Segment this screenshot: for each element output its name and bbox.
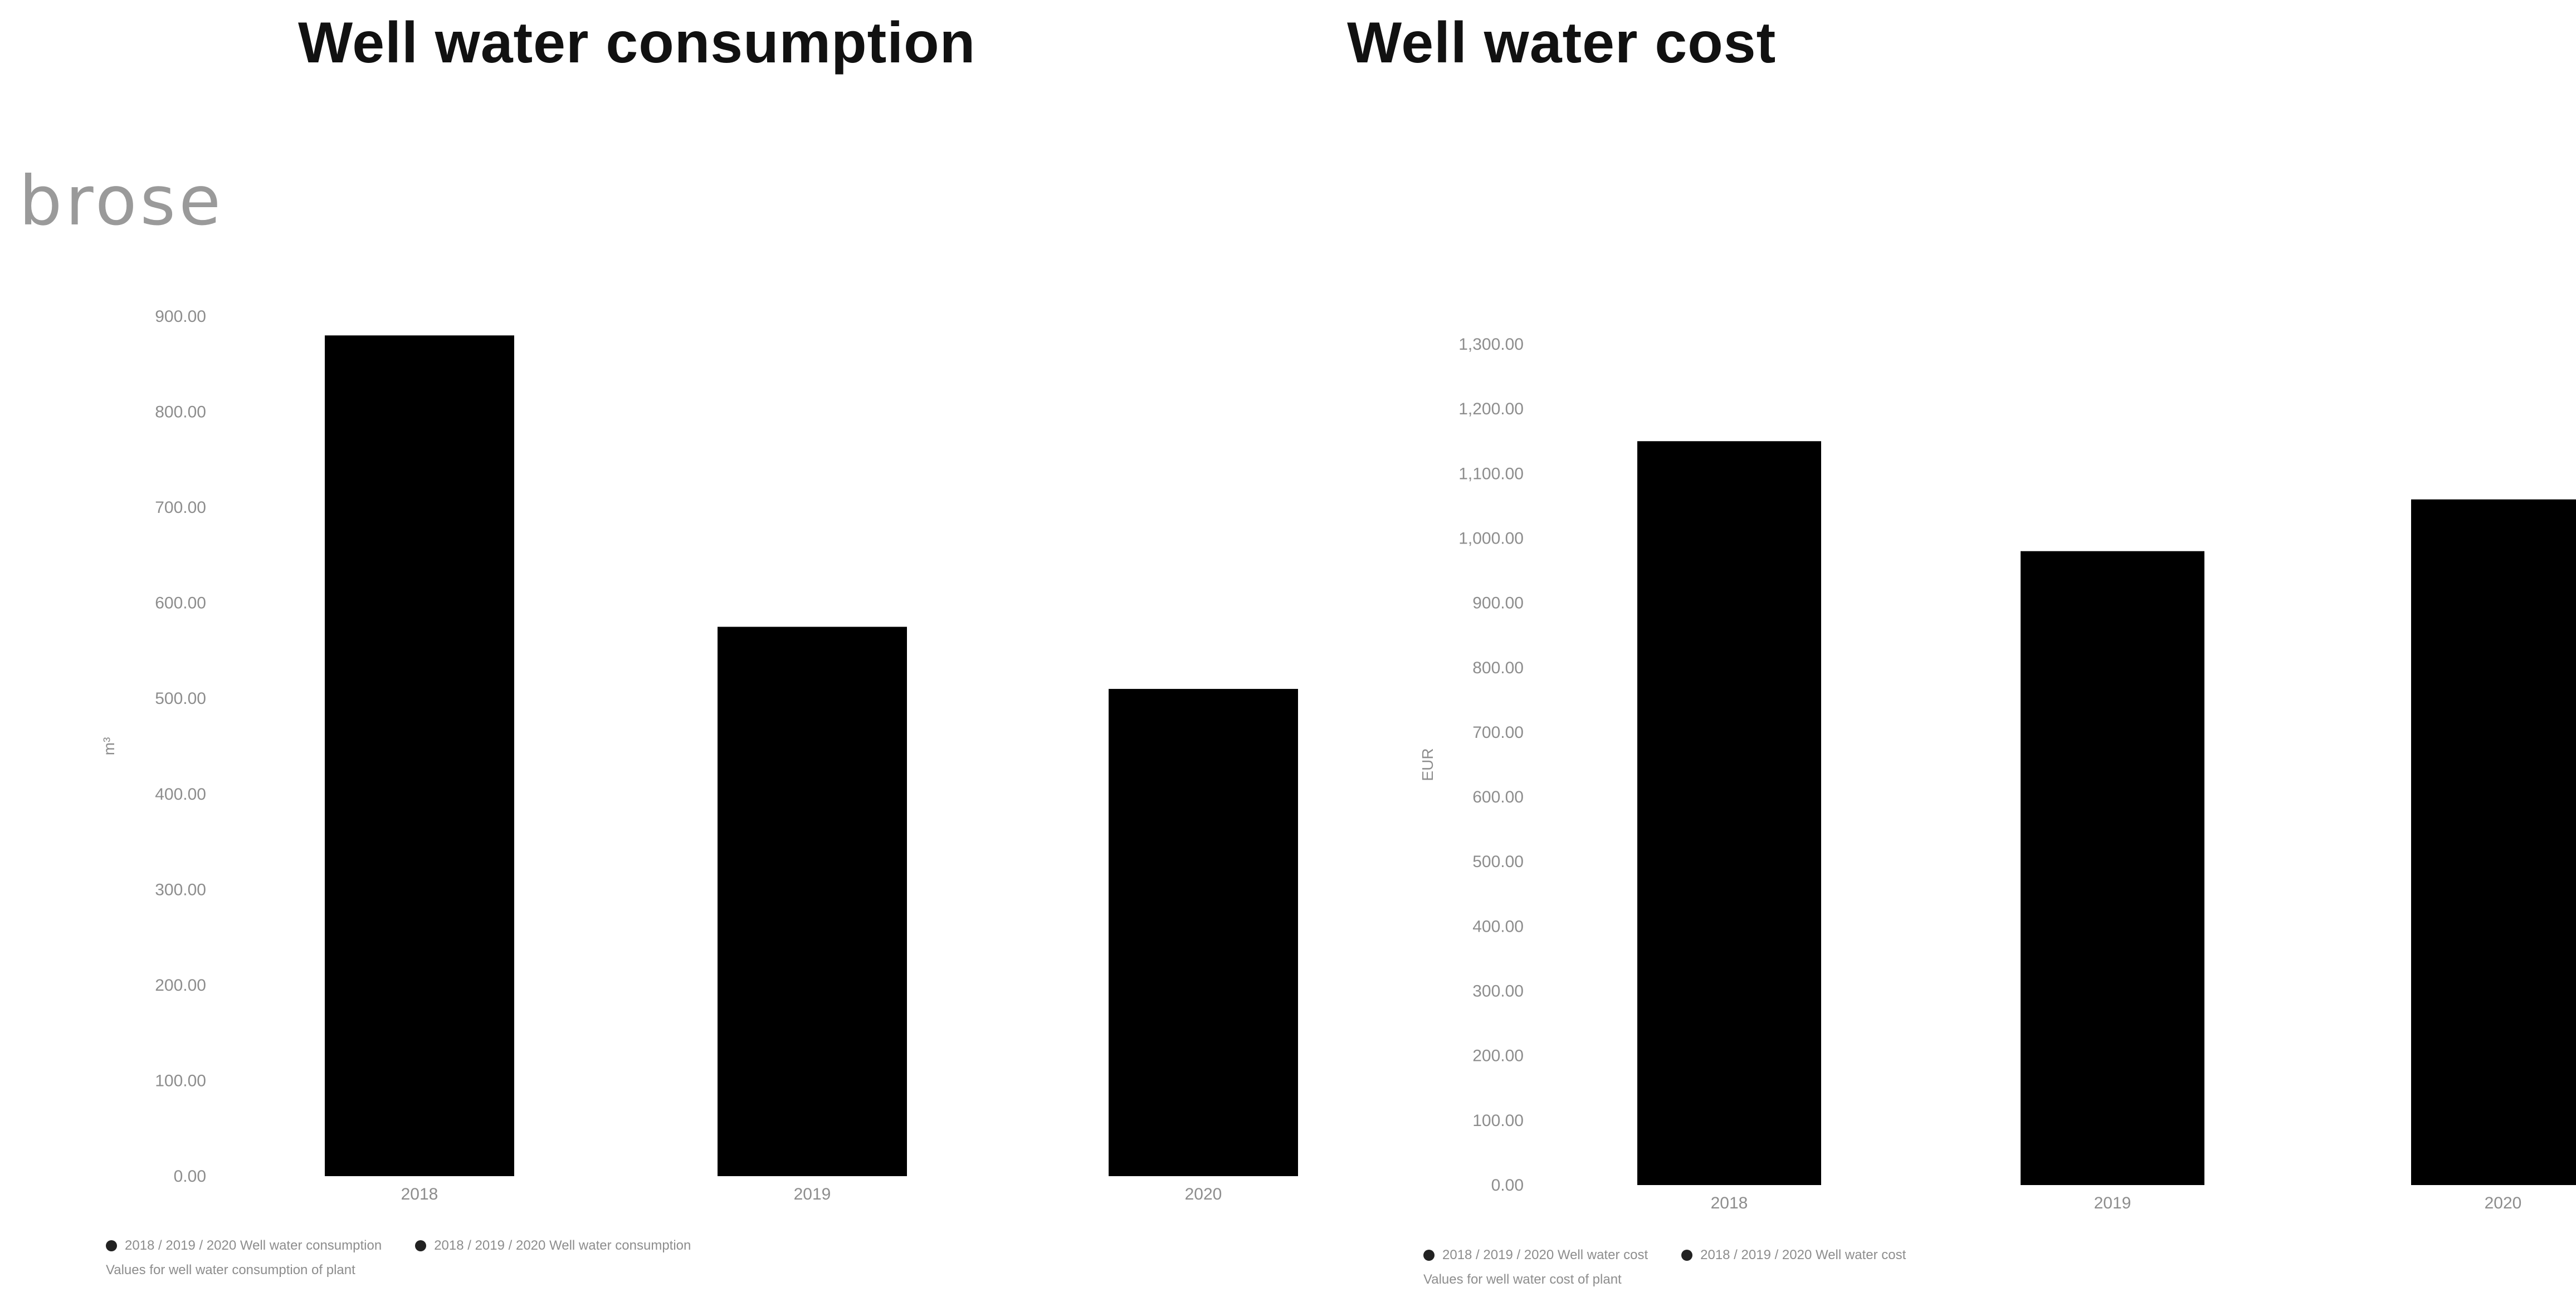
legend-item: 2018 / 2019 / 2020 Well water consumptio… — [106, 1234, 382, 1258]
y-axis-label: m³ — [100, 737, 118, 756]
y-tick-label: 300.00 — [1472, 982, 1524, 1001]
x-tick-label: 2019 — [794, 1185, 831, 1203]
y-tick-label: 1,200.00 — [1458, 400, 1524, 418]
legend-label: 2018 / 2019 / 2020 Well water consumptio… — [434, 1238, 691, 1253]
y-tick-label: 300.00 — [155, 880, 206, 899]
legend-dot-icon — [415, 1240, 427, 1251]
legend-row: 2018 / 2019 / 2020 Well water cost 2018 … — [1423, 1243, 1939, 1267]
x-tick-label: 2019 — [2094, 1194, 2131, 1212]
y-tick-label: 900.00 — [155, 307, 206, 326]
legend-dot-icon — [1681, 1250, 1693, 1261]
bar-2018 — [325, 335, 514, 1177]
legend-label: 2018 / 2019 / 2020 Well water cost — [1700, 1247, 1906, 1262]
y-tick-label: 600.00 — [155, 594, 206, 613]
legend-label: 2018 / 2019 / 2020 Well water cost — [1442, 1247, 1648, 1262]
x-tick-label: 2018 — [401, 1185, 438, 1203]
legend-row: 2018 / 2019 / 2020 Well water consumptio… — [106, 1234, 724, 1258]
consumption-bar-chart: 0.00 100.00 200.00 300.00 400.00 500.00 600.00… — [100, 307, 1298, 1203]
legend-item: 2018 / 2019 / 2020 Well water cost — [1423, 1243, 1648, 1267]
y-axis-label: EUR — [1419, 748, 1436, 781]
y-tick-label: 100.00 — [1472, 1112, 1524, 1130]
y-tick-label: 800.00 — [155, 403, 206, 422]
x-tick-label: 2020 — [2485, 1194, 2522, 1212]
legend-label: 2018 / 2019 / 2020 Well water consumptio… — [125, 1238, 382, 1253]
y-tick-label: 500.00 — [1472, 853, 1524, 871]
y-tick-label: 400.00 — [1472, 917, 1524, 936]
legend-continuation: Values for well water consumption of pla… — [106, 1262, 355, 1278]
legend-continuation: Values for well water cost of plant — [1423, 1272, 1622, 1287]
x-tick-label: 2020 — [1185, 1185, 1222, 1203]
y-tick-label: 900.00 — [1472, 594, 1524, 613]
y-tick-label: 200.00 — [155, 976, 206, 995]
y-tick-label: 700.00 — [1472, 723, 1524, 742]
legend-dot-icon — [106, 1240, 117, 1251]
legend-dot-icon — [1423, 1250, 1435, 1261]
legend-item: 2018 / 2019 / 2020 Well water consumptio… — [415, 1234, 691, 1258]
legend-item: 2018 / 2019 / 2020 Well water cost — [1681, 1243, 1906, 1267]
x-tick-label: 2018 — [1711, 1194, 1748, 1212]
y-tick-label: 0.00 — [174, 1167, 206, 1186]
chart-title-consumption: Well water consumption — [298, 11, 976, 75]
bar-2020 — [2411, 499, 2576, 1185]
cost-legend: 2018 / 2019 / 2020 Well water cost 2018 … — [1423, 1243, 1939, 1292]
bar-2019 — [718, 627, 907, 1176]
y-tick-label: 0.00 — [1491, 1176, 1524, 1195]
brose-logo: brose — [19, 161, 225, 241]
bar-2020 — [1109, 689, 1298, 1176]
y-tick-label: 200.00 — [1472, 1047, 1524, 1065]
y-tick-label: 800.00 — [1472, 659, 1524, 677]
y-tick-label: 100.00 — [155, 1071, 206, 1090]
bar-2018 — [1637, 441, 1821, 1186]
y-tick-label: 1,100.00 — [1458, 464, 1524, 483]
bar-2019 — [2021, 551, 2204, 1185]
chart-title-cost: Well water cost — [1347, 11, 1777, 75]
y-tick-label: 400.00 — [155, 785, 206, 804]
y-tick-label: 1,300.00 — [1458, 335, 1524, 354]
y-tick-label: 600.00 — [1472, 788, 1524, 806]
y-tick-label: 700.00 — [155, 498, 206, 517]
y-tick-label: 1,000.00 — [1458, 529, 1524, 547]
consumption-legend: 2018 / 2019 / 2020 Well water consumptio… — [106, 1234, 724, 1283]
y-tick-label: 500.00 — [155, 689, 206, 708]
